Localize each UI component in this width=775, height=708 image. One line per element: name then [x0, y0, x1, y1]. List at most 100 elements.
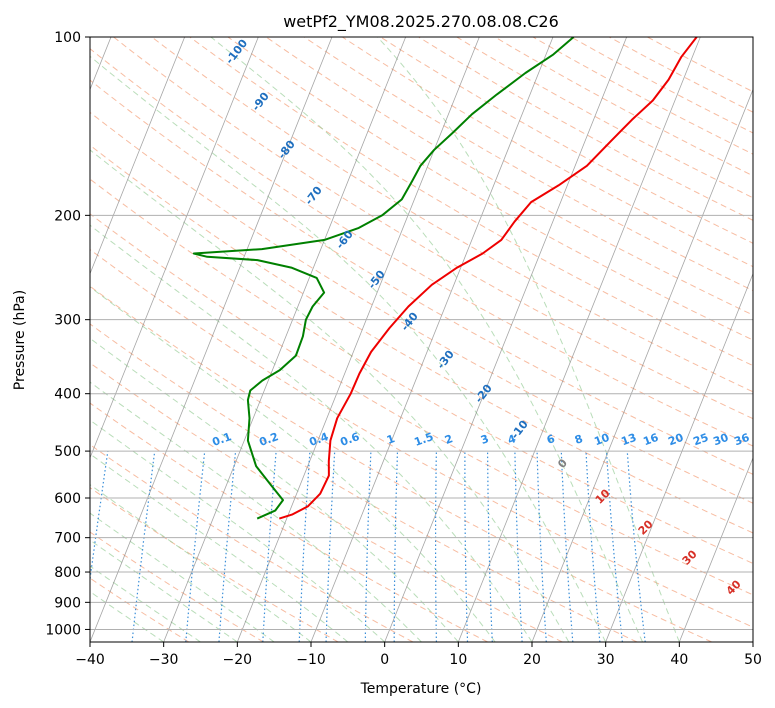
- dry-adiabat-line: [456, 37, 753, 199]
- pressure-grid: [90, 37, 753, 630]
- isotherm-line: [310, 37, 554, 642]
- background-lines: [90, 37, 753, 642]
- y-tick-label: 100: [54, 30, 81, 46]
- moist-adiabat-line: [90, 149, 570, 642]
- mixing-ratio-label: 1: [385, 432, 397, 447]
- mixing-ratio-label: 20: [666, 431, 685, 449]
- mixing-ratio-label: 16: [641, 431, 660, 449]
- dry-adiabat-line: [532, 37, 753, 155]
- x-tick-label: 50: [744, 652, 762, 668]
- isotherm-line: [236, 37, 480, 642]
- dry-adiabat-line: [90, 285, 712, 642]
- x-tick-label: 30: [597, 652, 615, 668]
- x-tick-label: 0: [380, 652, 389, 668]
- mixing-ratio-line: [218, 451, 237, 642]
- y-axis: 100 200 300 400 500 600 700 800 900 1000: [45, 30, 90, 638]
- dry-adiabat-line: [90, 144, 753, 534]
- mixing-ratio-label: 36: [732, 431, 751, 449]
- plot-frame: [89, 36, 754, 643]
- mixing-ratio-line: [605, 451, 623, 642]
- mixing-ratio-label: 10: [592, 431, 611, 449]
- x-axis: −40 −30 −20 −10 0 10 20 30 40 50: [75, 642, 762, 668]
- isotherm-line: [90, 37, 259, 459]
- dry-adiabat-line: [113, 37, 753, 420]
- y-tick-label: 700: [54, 531, 81, 547]
- x-axis-title: Temperature (°C): [360, 681, 482, 697]
- isotherm-line: [678, 456, 753, 642]
- y-tick-label: 800: [54, 565, 81, 581]
- isotherm-line: [384, 37, 628, 642]
- moist-adiabat-line: [90, 590, 164, 642]
- x-tick-label: 20: [523, 652, 541, 668]
- dry-adiabat-line: [90, 248, 753, 628]
- y-axis-title: Pressure (hPa): [12, 290, 28, 390]
- mixing-ratio-line: [185, 451, 206, 642]
- dry-adiabat-line: [265, 37, 753, 316]
- dry-adiabat-line: [494, 37, 753, 177]
- y-tick-label: 600: [54, 491, 81, 507]
- moist-adiabat-line: [90, 453, 349, 642]
- mixing-ratio-label: 0.1: [210, 430, 233, 449]
- dry-adiabat-line: [90, 323, 638, 642]
- mixing-ratio-label: 3: [479, 432, 491, 447]
- moist-adiabat-line: [377, 37, 680, 642]
- mixing-ratio-label: 8: [573, 432, 585, 447]
- mixing-ratio-label: 25: [691, 431, 710, 448]
- y-tick-label: 500: [54, 444, 81, 460]
- moist-adiabat-line: [90, 419, 386, 642]
- isotherm-line: [457, 37, 701, 642]
- moist-adiabat-line: [90, 381, 422, 642]
- isotherm-line: [531, 88, 753, 642]
- moist-adiabat-line: [90, 539, 238, 642]
- dry-adiabat-line: [90, 79, 753, 475]
- y-tick-label: 400: [54, 387, 81, 403]
- x-tick-label: −30: [149, 652, 179, 668]
- moist-adiabat-line: [90, 286, 496, 642]
- isotherm-line: [90, 37, 333, 642]
- profile-lines: [192, 37, 698, 520]
- chart-title: wetPf2_YM08.2025.270.08.08.C26: [283, 12, 559, 32]
- mixing-ratio-line: [585, 451, 601, 642]
- mixing-ratio-label: 6: [545, 432, 557, 447]
- mixing-ratio-label: 1.5: [412, 430, 435, 449]
- mixing-ratio-label: 2: [443, 432, 455, 447]
- x-tick-label: 40: [670, 652, 688, 668]
- dewpoint-profile: [192, 37, 575, 520]
- mixing-ratio-label: 30: [711, 431, 730, 449]
- x-tick-label: −10: [296, 652, 326, 668]
- moist-adiabat-line: [210, 37, 643, 642]
- mixing-ratio-label: 0.4: [307, 430, 330, 449]
- x-tick-label: −20: [223, 652, 253, 668]
- mixing-ratio-label: 4: [506, 432, 518, 447]
- isotherm-line: [605, 272, 753, 642]
- moist-adiabat-line: [90, 565, 201, 642]
- x-tick-label: 10: [449, 652, 467, 668]
- dry-adiabat-line: [189, 37, 753, 367]
- dry-adiabat-line: [303, 37, 753, 292]
- isotherm-line: [163, 37, 407, 642]
- dry-adiabat-line: [418, 37, 753, 221]
- mixing-ratio-label: 13: [619, 431, 638, 448]
- mixing-ratio-label: 0.2: [257, 430, 280, 449]
- moist-adiabat-line: [90, 512, 275, 642]
- isotherm-line: [90, 37, 186, 275]
- dry-adiabat-line: [90, 178, 753, 564]
- y-tick-label: 1000: [45, 622, 81, 638]
- y-tick-label: 200: [54, 208, 81, 224]
- temperature-profile: [278, 37, 698, 520]
- moist-adiabat-line: [90, 55, 607, 642]
- mixing-ratio-line: [90, 451, 109, 584]
- moist-adiabat-line: [90, 224, 533, 642]
- x-tick-label: −40: [75, 652, 105, 668]
- mixing-ratio-label: 0.6: [338, 430, 361, 449]
- dry-adiabat-line: [90, 213, 753, 596]
- dry-adiabat-line: [342, 37, 753, 268]
- dry-adiabat-line: [227, 37, 753, 341]
- dry-adiabat-line: [380, 37, 753, 244]
- mixing-ratio-line: [626, 451, 646, 642]
- y-tick-label: 300: [54, 313, 81, 329]
- dry-adiabat-line: [90, 444, 414, 642]
- mixing-ratio-line: [131, 451, 156, 642]
